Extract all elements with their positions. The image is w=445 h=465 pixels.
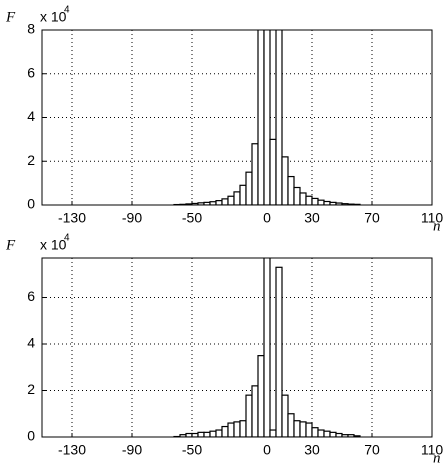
bar (329, 431, 337, 437)
y-tick-label: 2 (27, 381, 35, 397)
bar (311, 427, 319, 437)
bar (209, 430, 217, 437)
x-tick-label: -50 (182, 442, 202, 458)
y-tick-label: 4 (27, 108, 35, 124)
y-multiplier-exponent: 4 (64, 233, 70, 244)
y-multiplier: x 10 (40, 9, 67, 25)
x-tick-label: 110 (421, 210, 444, 226)
bar (239, 184, 247, 205)
y-tick-label: 6 (27, 288, 35, 304)
x-tick-label: 0 (263, 442, 271, 458)
x-axis-label: n (433, 450, 441, 465)
bar (263, 30, 271, 205)
y-multiplier-exponent: 4 (64, 5, 70, 16)
bar (317, 199, 325, 205)
bar (293, 420, 301, 437)
bar (257, 355, 265, 437)
bar (335, 432, 343, 437)
bar (275, 266, 283, 437)
bar (269, 138, 277, 205)
bar (293, 186, 301, 205)
bar (221, 425, 229, 437)
axes-frame (41, 257, 433, 438)
bar (281, 156, 289, 205)
bar (353, 435, 361, 437)
bar (215, 429, 223, 437)
x-tick-label: -90 (122, 210, 142, 226)
bar (305, 195, 313, 205)
bar (323, 430, 331, 437)
x-tick-label: 70 (364, 210, 380, 226)
y-tick-label: 0 (27, 428, 35, 444)
bar (311, 197, 319, 205)
bar (215, 200, 223, 205)
bar (233, 191, 241, 205)
bar (233, 421, 241, 437)
bar (245, 171, 253, 205)
y-axis-label: F (5, 9, 16, 25)
bar (227, 422, 235, 437)
x-tick-label: 30 (304, 210, 320, 226)
bars (173, 30, 361, 205)
bar (263, 258, 271, 437)
y-tick-label: 8 (27, 21, 35, 37)
y-tick-label: 6 (27, 64, 35, 80)
x-tick-label: -130 (58, 210, 86, 226)
bar (203, 431, 211, 437)
x-axis-label: n (433, 218, 441, 234)
bar (245, 394, 253, 437)
bar (317, 429, 325, 437)
y-axis-label: F (5, 237, 16, 253)
x-tick-label: 30 (304, 442, 320, 458)
bar (197, 431, 205, 437)
bar (191, 432, 199, 437)
bar (323, 200, 331, 205)
plot-area (42, 30, 432, 205)
bar (281, 394, 289, 437)
bar (251, 385, 259, 437)
bar (227, 195, 235, 205)
bar (251, 143, 259, 205)
bar (239, 420, 247, 437)
bar (287, 175, 295, 205)
x-tick-label: -90 (122, 442, 142, 458)
bar (185, 432, 193, 437)
bar (221, 198, 229, 205)
y-tick-label: 4 (27, 335, 35, 351)
x-tick-label: 110 (421, 442, 444, 458)
bar (299, 421, 307, 437)
bar (275, 30, 283, 205)
y-multiplier: x 10 (40, 237, 67, 253)
x-tick-label: -50 (182, 210, 202, 226)
x-tick-label: 70 (364, 442, 380, 458)
bar (287, 413, 295, 437)
bar (269, 429, 277, 437)
bar (299, 192, 307, 205)
bar (257, 30, 265, 205)
y-tick-label: 0 (27, 196, 35, 212)
bar (305, 422, 313, 437)
plot-area (42, 258, 432, 437)
y-tick-label: 2 (27, 152, 35, 168)
x-tick-label: -130 (58, 442, 86, 458)
axes-frame (41, 29, 433, 206)
x-tick-label: 0 (263, 210, 271, 226)
